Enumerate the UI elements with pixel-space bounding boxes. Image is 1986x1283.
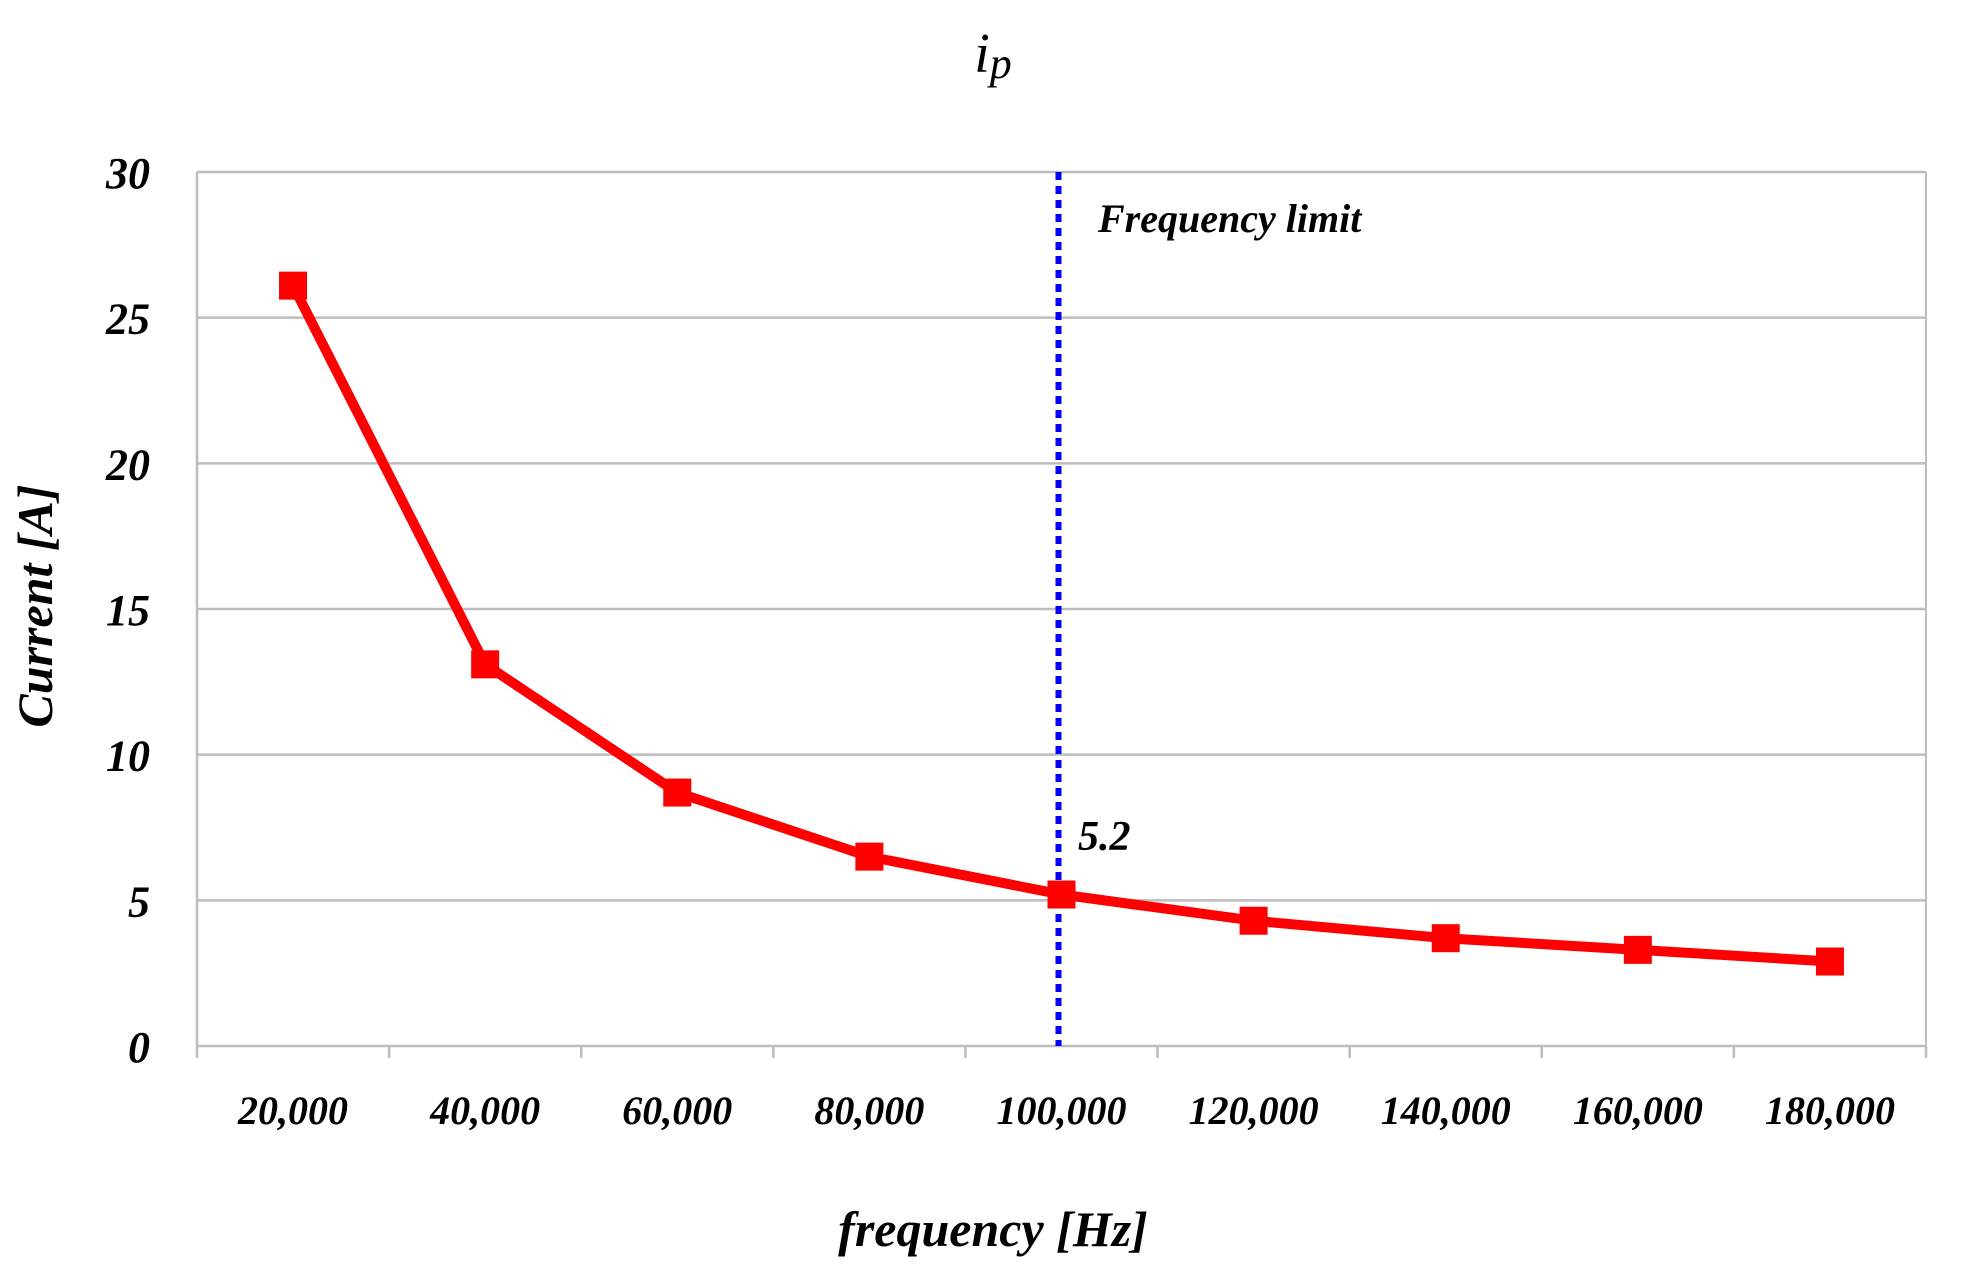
point-value-label: 5.2 <box>1078 814 1131 860</box>
frequency-limit-label: Frequency limit <box>1097 196 1363 241</box>
chart-title: ip <box>974 23 1012 88</box>
x-tick-label: 20,000 <box>237 1088 348 1133</box>
y-tick-label: 5 <box>128 877 150 926</box>
data-point <box>855 842 884 871</box>
y-tick-label: 30 <box>105 149 150 198</box>
chart-title-sub: p <box>987 39 1012 88</box>
data-point <box>1815 947 1844 976</box>
x-tick-label: 80,000 <box>814 1088 924 1133</box>
series <box>279 271 1844 976</box>
labels: ip frequency [Hz] Current [A] Frequency … <box>7 23 1363 1257</box>
x-tick-label: 120,000 <box>1189 1088 1319 1133</box>
chart-title-main: i <box>974 23 990 85</box>
data-point <box>471 650 500 679</box>
y-tick-label: 0 <box>128 1023 150 1072</box>
x-tick-label: 100,000 <box>997 1088 1127 1133</box>
y-tick-label: 10 <box>106 732 150 781</box>
data-point <box>1047 880 1076 909</box>
x-axis-title: frequency [Hz] <box>838 1201 1148 1257</box>
x-tick-label: 40,000 <box>429 1088 540 1133</box>
y-tick-label: 25 <box>105 295 150 344</box>
x-tick-label: 60,000 <box>622 1088 732 1133</box>
y-tick-label: 15 <box>106 586 150 635</box>
data-point <box>279 271 308 300</box>
data-point <box>663 778 692 807</box>
x-tick-label: 160,000 <box>1573 1088 1703 1133</box>
x-tick-label: 180,000 <box>1765 1088 1895 1133</box>
y-axis-title: Current [A] <box>7 484 63 727</box>
y-tick-label: 20 <box>105 440 150 489</box>
x-tick-label: 140,000 <box>1381 1088 1511 1133</box>
data-point <box>1623 935 1652 964</box>
data-point <box>1239 906 1268 935</box>
data-point <box>1431 924 1460 953</box>
axes: 0 5 10 15 20 25 30 20,000 40,000 60,000 80,000 100,… <box>105 149 1928 1133</box>
